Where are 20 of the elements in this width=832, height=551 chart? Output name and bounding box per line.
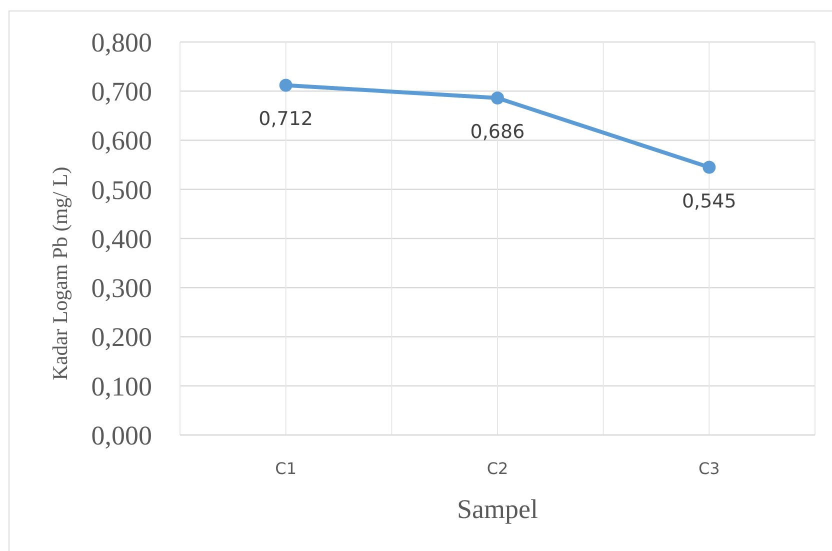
y-tick-label: 0,200 xyxy=(91,322,152,352)
y-tick-label: 0,000 xyxy=(91,420,152,450)
x-tick-label: C3 xyxy=(698,459,720,478)
data-label: 0,712 xyxy=(258,108,314,130)
y-tick-label: 0,100 xyxy=(91,371,152,402)
y-tick-label: 0,600 xyxy=(91,126,152,156)
point xyxy=(279,78,292,92)
data-label: 0,545 xyxy=(682,190,736,212)
x-axis-title: Sampel xyxy=(457,494,538,524)
point xyxy=(491,92,504,105)
y-tick-label: 0,700 xyxy=(91,76,152,107)
x-tick-label: C1 xyxy=(275,459,297,478)
y-tick-label: 0,800 xyxy=(91,27,152,58)
y-tick-label: 0,400 xyxy=(91,224,152,254)
y-tick-label: 0,500 xyxy=(91,174,152,205)
y-tick-label: 0,300 xyxy=(91,273,152,304)
point xyxy=(702,160,716,174)
x-tick-label: C2 xyxy=(486,459,508,478)
data-label: 0,686 xyxy=(470,121,525,144)
y-axis-title: Kadar Logam Pb (mg/ L) xyxy=(48,166,72,380)
